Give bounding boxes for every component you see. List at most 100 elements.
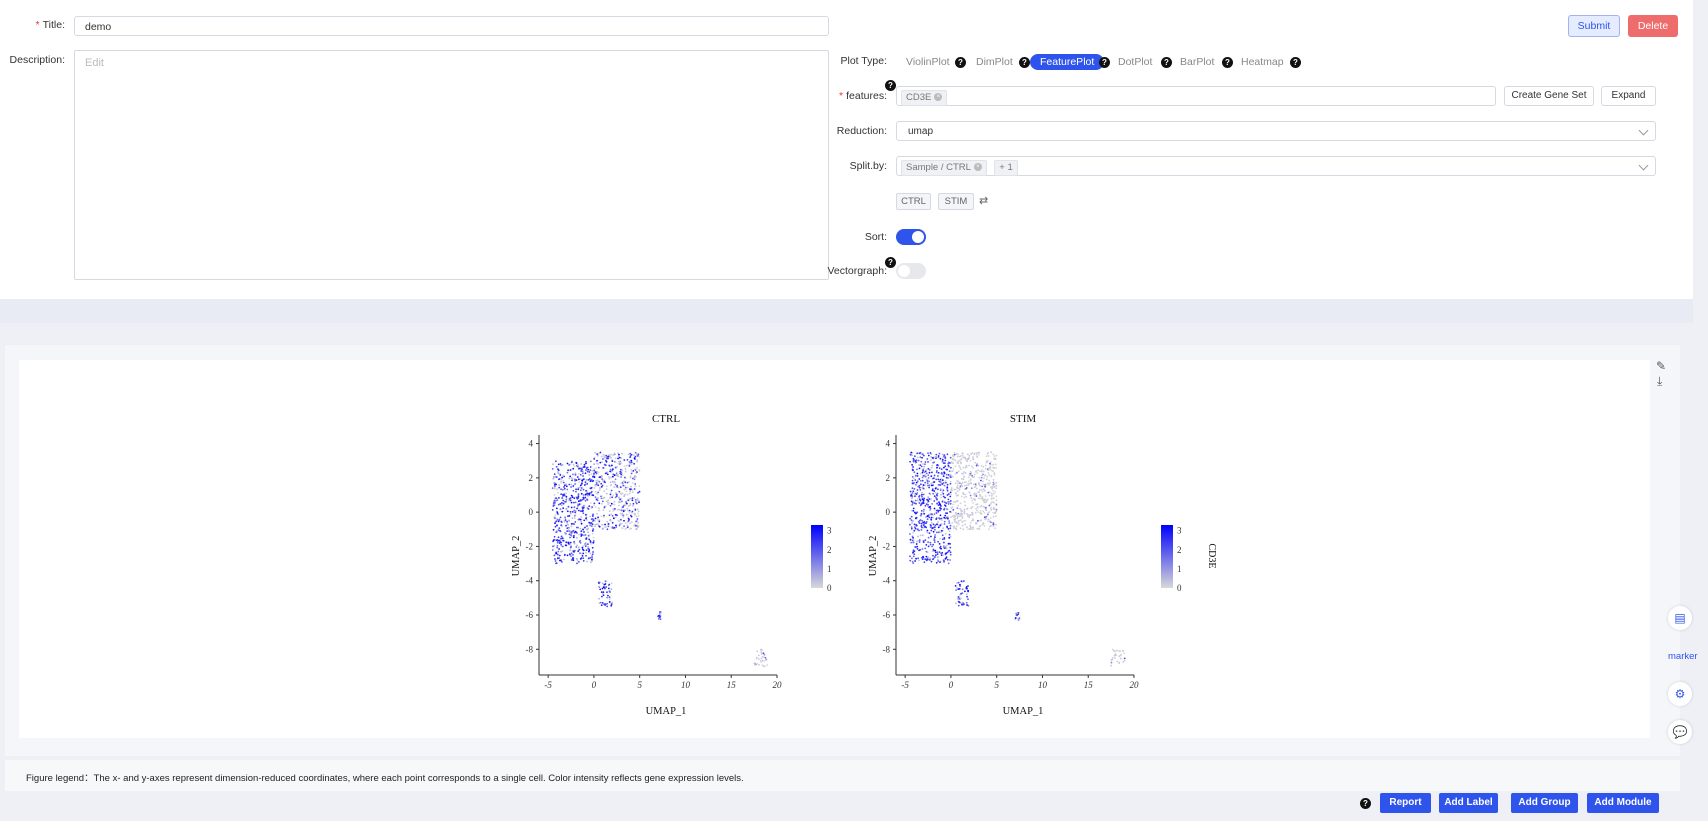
cell-point (606, 591, 608, 594)
cell-point (563, 475, 565, 478)
report-button[interactable]: Report (1380, 793, 1431, 813)
cell-point (591, 523, 594, 525)
cell-point (924, 475, 927, 478)
plot-type-dotplot[interactable]: DotPlot (1118, 56, 1153, 68)
cell-point (930, 456, 932, 458)
cell-point (610, 453, 613, 456)
chat-icon[interactable]: 💬 (1668, 720, 1692, 744)
add-group-button[interactable]: Add Group (1511, 793, 1578, 813)
cell-point (607, 501, 609, 504)
cell-point (947, 477, 949, 479)
cell-point (582, 552, 585, 555)
reduction-select[interactable]: umap (896, 121, 1656, 141)
plot-type-heatmap[interactable]: Heatmap (1241, 56, 1284, 68)
help-icon[interactable]: ? (885, 257, 896, 268)
help-icon[interactable]: ? (1019, 57, 1030, 68)
cell-point (614, 461, 617, 464)
cell-point (573, 534, 575, 537)
cell-point (597, 496, 599, 499)
cell-point (636, 499, 639, 501)
help-icon[interactable]: ? (1222, 57, 1233, 68)
cell-point (920, 515, 922, 518)
cell-point (584, 472, 587, 475)
help-icon[interactable]: ? (1099, 57, 1110, 68)
cell-point (937, 540, 939, 543)
cell-point (957, 462, 960, 465)
cell-point (952, 468, 955, 470)
cell-point (984, 498, 987, 501)
cell-point (930, 535, 932, 538)
marker-button[interactable]: marker (1668, 651, 1698, 662)
cell-point (927, 477, 930, 479)
cell-point (590, 473, 593, 475)
delete-button[interactable]: Delete (1628, 15, 1678, 37)
remove-tag-icon[interactable]: × (934, 93, 943, 102)
cell-point (634, 499, 637, 501)
cell-point (912, 551, 915, 553)
split-group-chip[interactable]: CTRL (896, 193, 931, 210)
help-icon[interactable]: ? (885, 80, 896, 91)
x-axis-label: UMAP_1 (1003, 706, 1044, 717)
help-icon[interactable]: ? (1360, 798, 1371, 809)
y-tick-label: -4 (526, 576, 534, 586)
cell-point (954, 501, 957, 503)
cell-point (937, 524, 940, 526)
split-group-chip[interactable]: STIM (938, 193, 974, 210)
add-label-button[interactable]: Add Label (1439, 793, 1498, 813)
cell-point (980, 464, 983, 467)
cell-point (565, 483, 568, 486)
cell-point (925, 544, 928, 546)
vectorgraph-toggle[interactable] (896, 263, 926, 279)
help-icon[interactable]: ? (955, 57, 966, 68)
submit-button[interactable]: Submit (1568, 15, 1620, 37)
cell-point (928, 486, 930, 489)
plot-type-dimplot[interactable]: DimPlot (976, 56, 1013, 68)
split-by-select[interactable]: Sample / CTRL × + 1 (896, 156, 1656, 176)
cell-point (622, 504, 625, 507)
sort-toggle[interactable] (896, 229, 926, 245)
gear-icon[interactable]: ⚙ (1668, 682, 1692, 706)
cell-point (636, 460, 638, 463)
description-label: Description: (9, 54, 65, 66)
title-input[interactable]: demo (74, 16, 829, 36)
expand-button[interactable]: Expand (1601, 86, 1656, 106)
cell-point (1123, 657, 1126, 660)
help-icon[interactable]: ? (1290, 57, 1301, 68)
features-select[interactable]: CD3E × (896, 86, 1496, 106)
cell-point (569, 546, 572, 549)
edit-icon[interactable]: ✎ (1656, 359, 1667, 373)
swap-icon[interactable]: ⇄ (979, 195, 989, 207)
cell-point (634, 485, 637, 488)
cell-point (592, 536, 595, 539)
add-module-button[interactable]: Add Module (1587, 793, 1659, 813)
document-icon[interactable]: ▤ (1668, 606, 1692, 630)
remove-tag-icon[interactable]: × (973, 163, 982, 172)
cell-point (608, 590, 611, 593)
plot-type-featureplot[interactable]: FeaturePlot (1030, 54, 1105, 70)
help-icon[interactable]: ? (1161, 57, 1172, 68)
cell-point (612, 510, 615, 512)
cell-point (601, 484, 604, 487)
cell-point (931, 464, 934, 467)
cell-point (635, 501, 637, 503)
cell-point (960, 495, 963, 498)
cell-point (598, 507, 600, 509)
cell-point (561, 497, 564, 499)
description-editor[interactable]: Edit (74, 50, 829, 280)
scatter-points (551, 451, 769, 668)
cell-point (961, 513, 964, 515)
cell-point (921, 453, 924, 456)
cell-point (948, 530, 951, 532)
cell-point (554, 560, 557, 562)
cell-point (921, 493, 923, 496)
cell-point (945, 502, 948, 504)
cell-point (583, 463, 586, 466)
download-icon[interactable]: ⤓ (1657, 374, 1663, 388)
plot-type-barplot[interactable]: BarPlot (1180, 56, 1215, 68)
plot-type-violinplot[interactable]: ViolinPlot (906, 56, 950, 68)
cell-point (573, 509, 576, 512)
cell-point (600, 455, 603, 458)
create-gene-set-button[interactable]: Create Gene Set (1504, 86, 1594, 106)
cell-point (958, 455, 961, 458)
cell-point (557, 513, 559, 516)
